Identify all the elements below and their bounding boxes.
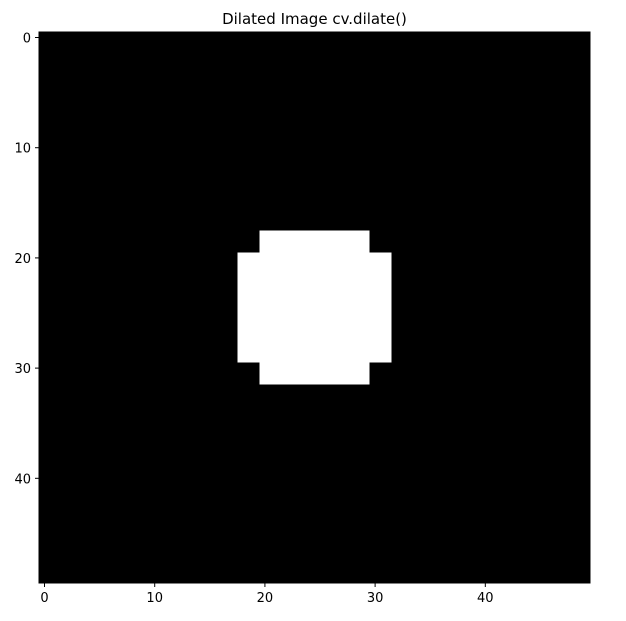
x-tick-label: 10 [146,591,163,606]
y-tick-label: 20 [14,252,31,267]
x-tick-label: 40 [477,591,494,606]
y-tick-label: 40 [14,472,31,487]
y-axis: 0 10 20 30 40 [14,32,39,487]
x-tick-label: 20 [257,591,274,606]
y-tick-label: 30 [14,362,31,377]
x-axis: 0 10 20 30 40 [40,583,494,606]
plot-area [38,31,591,584]
y-tick-label: 10 [14,142,31,157]
axes-frame [38,31,591,584]
dilated-region-2 [237,252,392,363]
x-tick-label: 30 [367,591,384,606]
y-tick-label: 0 [23,32,31,47]
chart-title: Dilated Image cv.dilate() [222,10,407,28]
x-tick-label: 0 [40,591,48,606]
